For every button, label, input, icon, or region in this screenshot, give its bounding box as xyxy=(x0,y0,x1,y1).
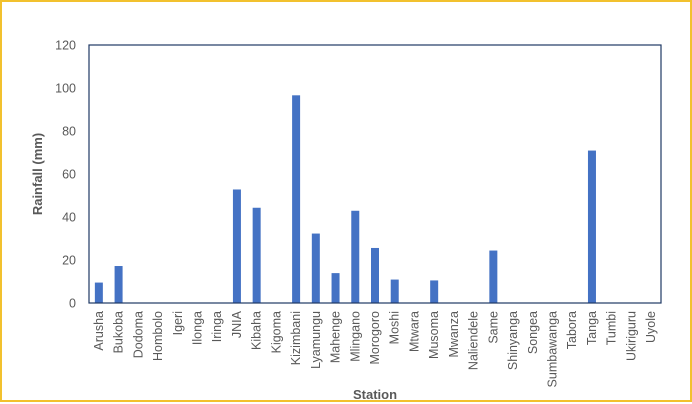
x-tick-label: Uyole xyxy=(644,311,658,343)
plot-area-border xyxy=(88,44,662,304)
bar-mlingano xyxy=(351,210,360,303)
x-tick-label: Moshi xyxy=(388,311,402,344)
y-tick-label: 100 xyxy=(55,82,76,96)
x-tick-label: Naliendele xyxy=(467,311,481,370)
bar-kizimbani xyxy=(292,95,301,303)
bar-kibaha xyxy=(252,207,261,303)
bar-morogoro xyxy=(371,247,379,303)
x-tick-label: Bukoba xyxy=(112,311,126,353)
x-tick-label: Iringa xyxy=(210,311,224,342)
x-tick-label: Lyamungu xyxy=(309,311,323,369)
bar-lyamungu xyxy=(311,233,320,303)
x-tick-label: Ilonga xyxy=(190,311,204,345)
x-tick-label: Tanga xyxy=(585,311,599,345)
x-tick-label: Tumbi xyxy=(605,311,619,345)
y-axis-title: Rainfall (mm) xyxy=(30,133,45,215)
bar-same xyxy=(489,250,498,303)
x-tick-label: Kibaha xyxy=(250,311,264,350)
x-axis-title: Station xyxy=(353,387,397,402)
y-tick-label: 20 xyxy=(62,254,76,268)
x-tick-label: JNIA xyxy=(230,310,244,338)
bar-tanga xyxy=(587,150,596,303)
y-tick-label: 40 xyxy=(62,211,76,225)
x-tick-label: Ukiriguru xyxy=(624,311,638,361)
y-tick-label: 80 xyxy=(62,125,76,139)
bar-moshi xyxy=(390,279,399,303)
bar-arusha xyxy=(94,282,103,303)
x-tick-label: Mahenge xyxy=(329,311,343,363)
x-tick-label: Tabora xyxy=(565,311,579,349)
x-tick-label: Dodoma xyxy=(131,311,145,358)
bar-mahenge xyxy=(331,273,340,303)
x-axis-ticks: Arusha Bukoba Dodoma Hombolo Igeri Ilonga Irin… xyxy=(92,310,658,387)
x-tick-label: Arusha xyxy=(92,311,106,351)
bar-musoma xyxy=(430,280,439,303)
y-tick-label: 0 xyxy=(69,297,76,311)
x-tick-label: Kigoma xyxy=(269,311,283,353)
y-axis-ticks: 0 20 40 60 80 100 120 xyxy=(55,39,76,311)
y-tick-label: 60 xyxy=(62,168,76,182)
x-tick-label: Musoma xyxy=(427,311,441,359)
x-tick-label: Igeri xyxy=(171,311,185,335)
x-tick-label: Songea xyxy=(526,311,540,354)
bar-bukoba xyxy=(114,266,123,303)
bar-jnia xyxy=(232,189,241,303)
x-tick-label: Mlingano xyxy=(348,311,362,362)
x-tick-label: Hombolo xyxy=(151,311,165,361)
x-tick-label: Kizimbani xyxy=(289,311,303,365)
x-tick-label: Mtwara xyxy=(407,311,421,352)
y-tick-label: 120 xyxy=(55,39,76,53)
x-tick-label: Sumbawanga xyxy=(546,311,560,387)
x-tick-label: Mwanza xyxy=(447,311,461,358)
x-tick-label: Morogoro xyxy=(368,311,382,365)
bars xyxy=(94,95,596,303)
x-tick-label: Shinyanga xyxy=(506,311,520,370)
x-tick-label: Same xyxy=(486,311,500,344)
